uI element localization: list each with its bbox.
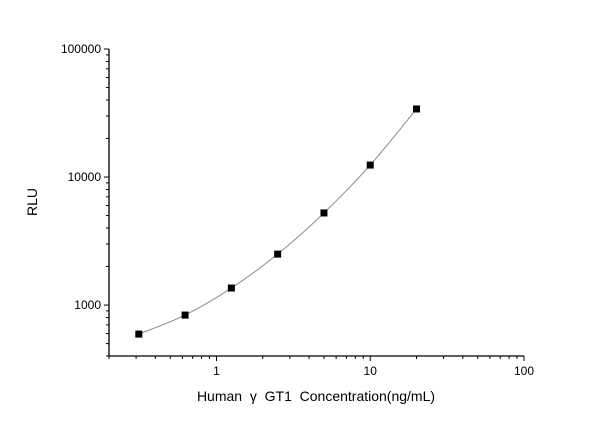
data-point bbox=[227, 284, 235, 292]
y-tick-label: 100000 bbox=[61, 42, 101, 56]
x-tick-label: 100 bbox=[514, 364, 534, 378]
x-tick-labels: 1 10 100 bbox=[213, 364, 534, 378]
x-axis-label: Human γ GT1 Concentration(ng/mL) bbox=[197, 388, 435, 404]
y-tick-labels: 1000 10000 100000 bbox=[61, 42, 101, 312]
x-tick-label: 1 bbox=[213, 364, 220, 378]
x-tick-label: 10 bbox=[364, 364, 378, 378]
data-points bbox=[135, 105, 421, 338]
y-tick-label: 1000 bbox=[74, 298, 101, 312]
data-point bbox=[135, 330, 143, 338]
data-point bbox=[274, 250, 282, 258]
axes bbox=[104, 48, 525, 361]
data-point bbox=[181, 311, 189, 319]
data-point bbox=[413, 105, 421, 113]
y-axis-label: RLU bbox=[24, 188, 40, 216]
data-point bbox=[320, 209, 328, 217]
data-point bbox=[366, 161, 374, 169]
y-tick-label: 10000 bbox=[68, 170, 102, 184]
fitted-curve bbox=[138, 108, 417, 335]
